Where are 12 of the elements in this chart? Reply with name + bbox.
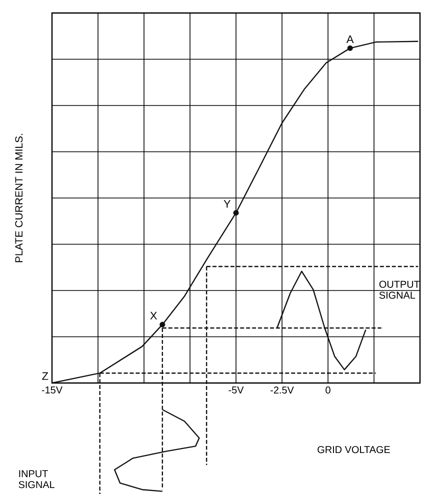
x-axis-title: GRID VOLTAGE xyxy=(318,446,390,454)
x-tick-label: 0 xyxy=(326,386,330,394)
x-tick-label: -5V xyxy=(228,386,244,394)
y-axis-title: PLATE CURRENT IN MILS. xyxy=(15,134,23,262)
x-tick-label: -15V xyxy=(42,386,62,394)
x-tick-label: -2.5V xyxy=(270,386,294,394)
annotation: Y xyxy=(224,200,231,208)
annotation: A xyxy=(346,35,354,44)
annotation: X xyxy=(150,312,157,320)
annotation: INPUT SIGNAL xyxy=(18,470,55,488)
annotation: OUTPUT SIGNAL xyxy=(379,280,420,299)
annotation: Z xyxy=(42,372,48,380)
